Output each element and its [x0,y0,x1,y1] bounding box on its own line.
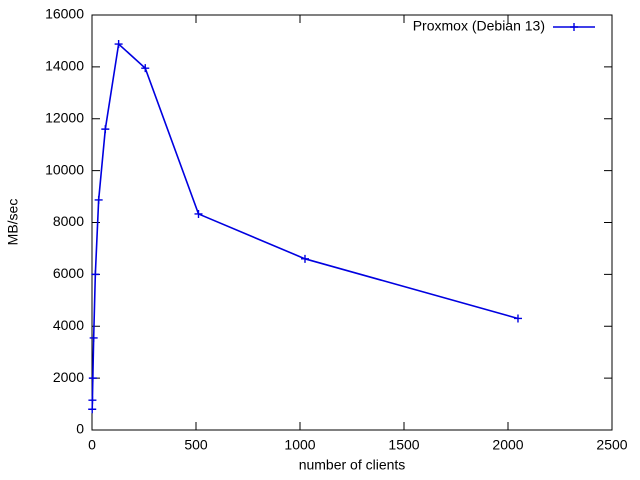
x-tick-label: 1500 [388,437,419,453]
x-tick-label: 0 [88,437,96,453]
y-tick-label: 14000 [45,58,84,74]
y-tick-label: 4000 [53,317,84,333]
x-axis-label: number of clients [299,457,406,473]
y-tick-label: 12000 [45,109,84,125]
x-tick-label: 1000 [284,437,315,453]
data-point [300,254,309,263]
plot-border [91,14,613,431]
data-point [513,314,522,323]
y-tick-label: 16000 [45,6,84,22]
data-point [88,396,97,405]
data-point [91,270,100,279]
y-tick-label: 0 [76,421,84,437]
data-point [88,374,97,383]
data-point [114,40,123,49]
data-point [89,333,98,342]
y-tick-label: 10000 [45,161,84,177]
series-line [91,42,519,410]
y-tick-label: 8000 [53,213,84,229]
data-point [194,209,203,218]
y-axis-label: MB/sec [5,199,21,246]
data-point [101,125,110,134]
y-tick-label: 6000 [53,265,84,281]
legend-label: Proxmox (Debian 13) [413,18,545,34]
x-tick-label: 2500 [596,437,627,453]
x-tick-label: 500 [184,437,208,453]
x-tick-label: 2000 [492,437,523,453]
y-tick-label: 2000 [53,369,84,385]
legend-marker [570,23,578,31]
data-point [94,195,103,204]
data-point [141,64,150,73]
data-point [88,405,97,414]
